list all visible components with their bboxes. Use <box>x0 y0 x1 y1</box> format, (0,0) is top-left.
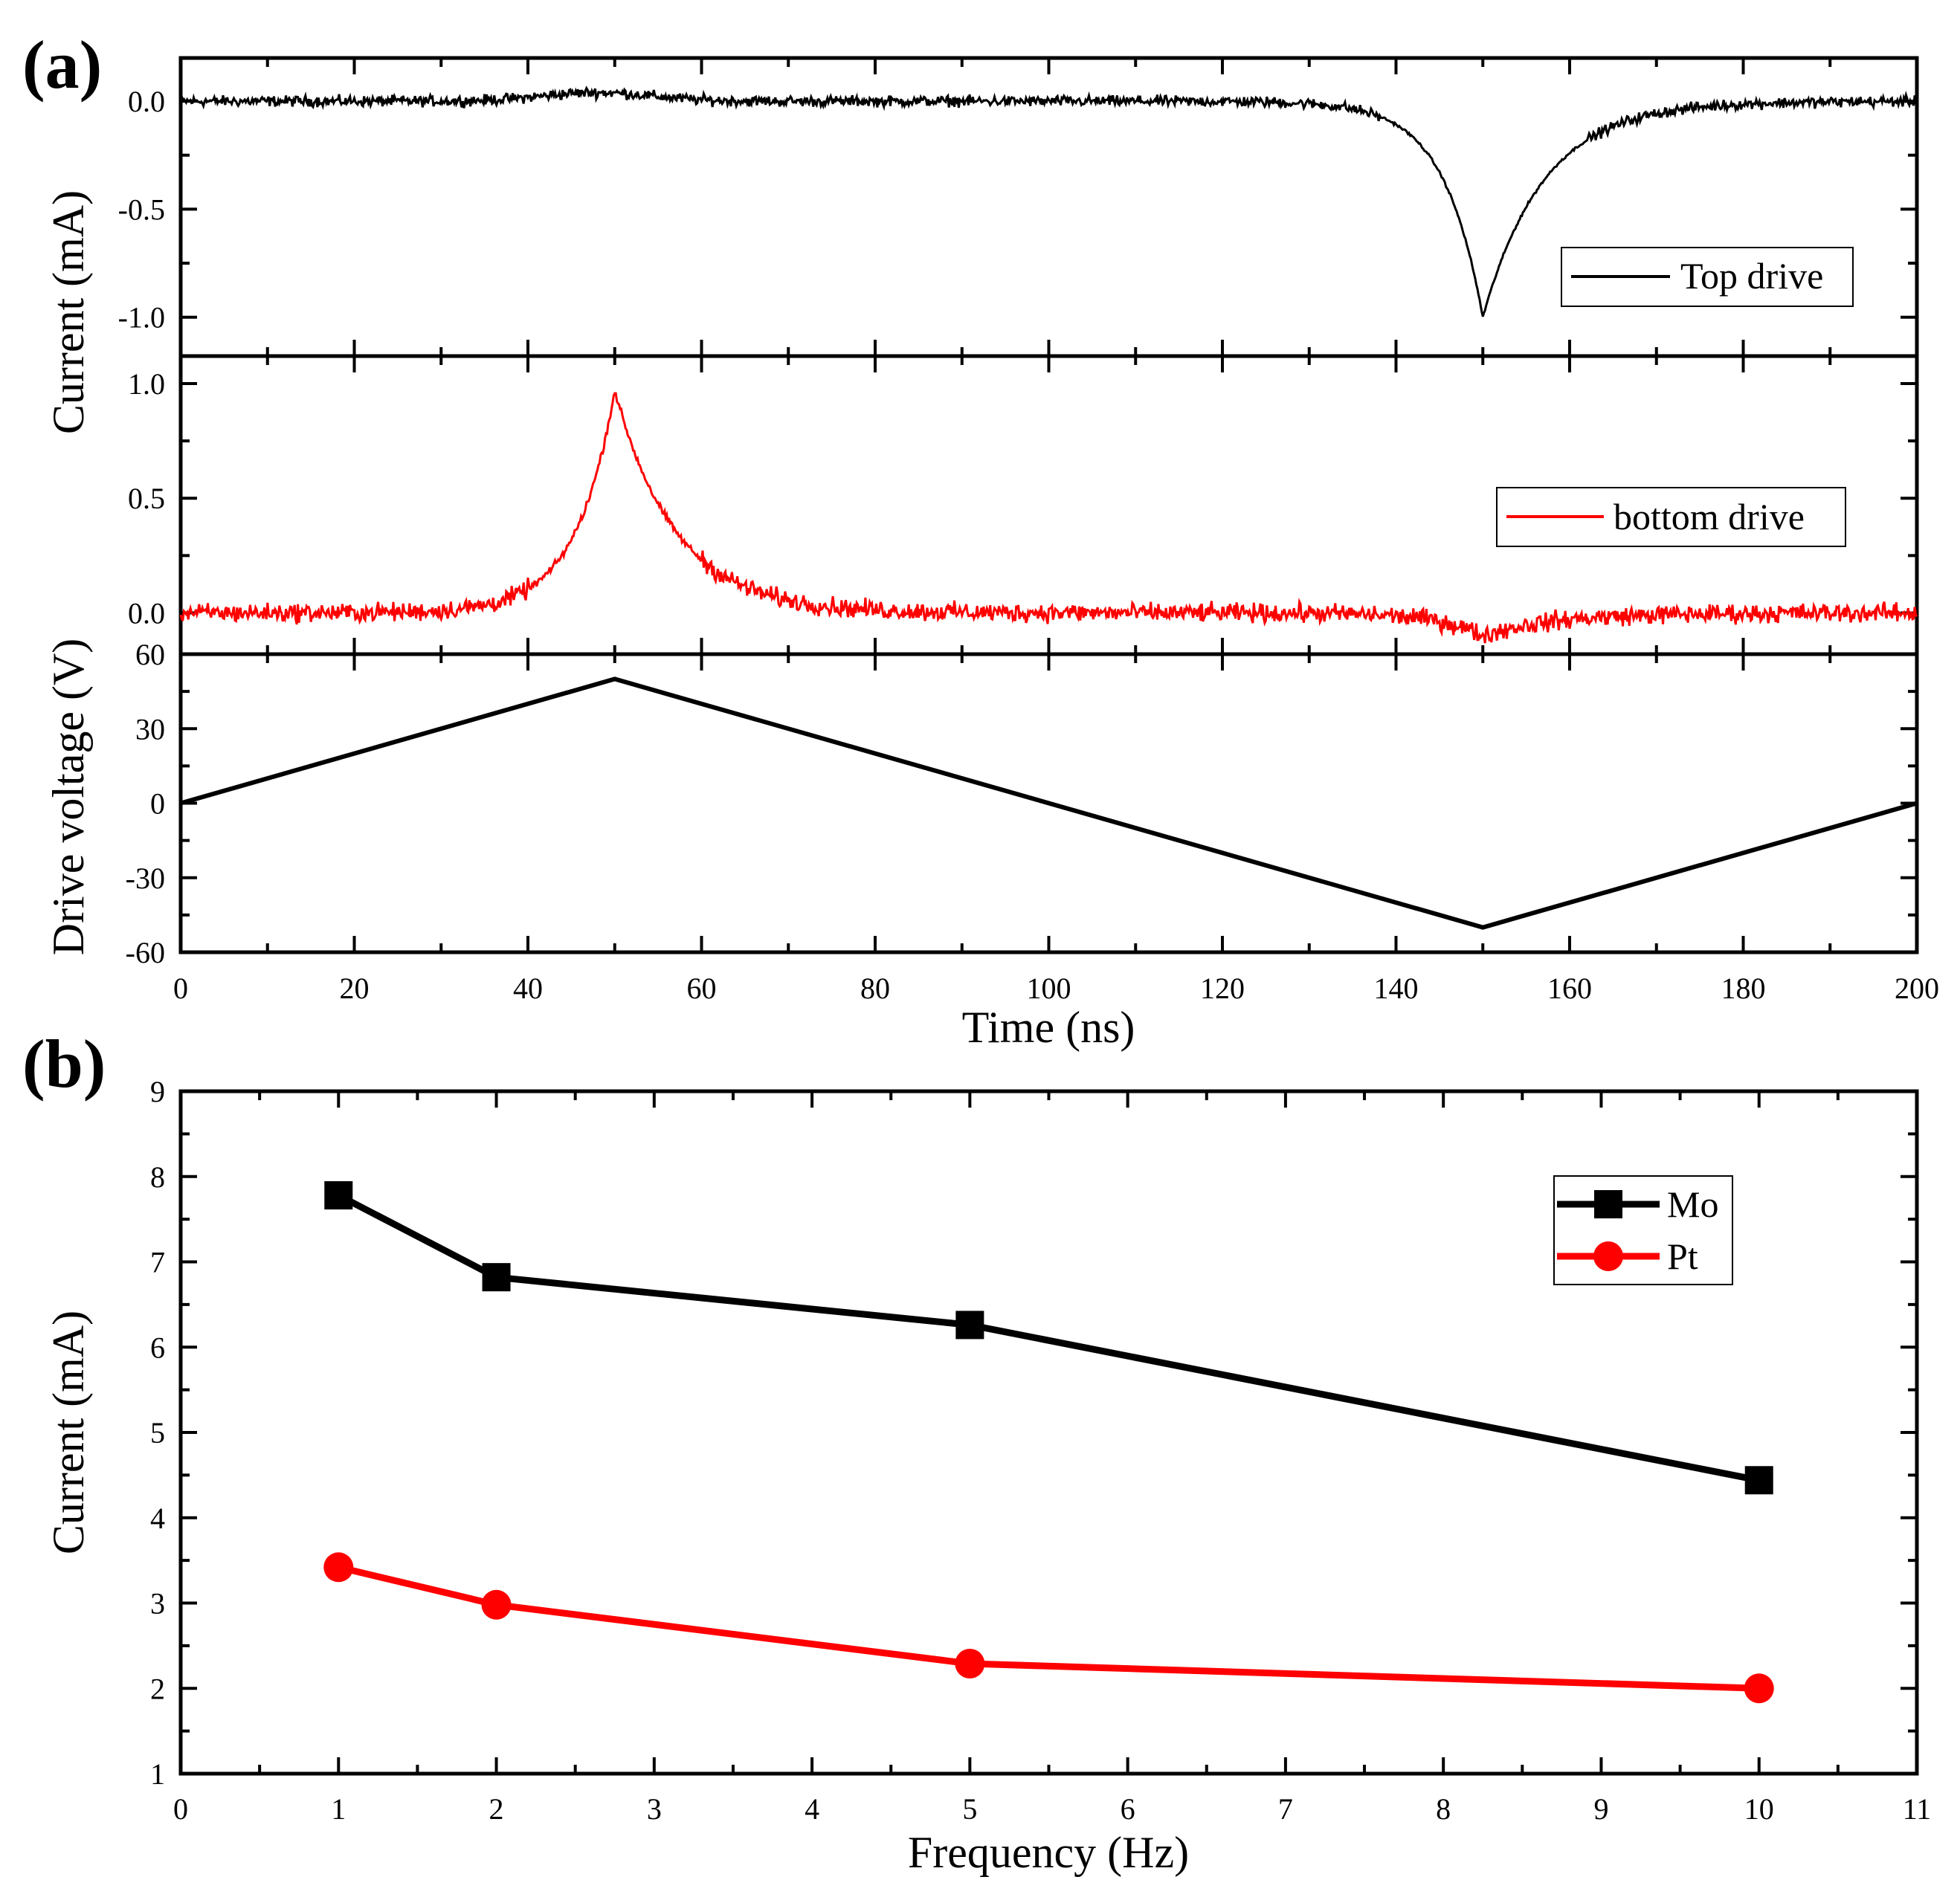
subplot-middle-ticks: 0.0 0.5 1.0 <box>128 356 1918 654</box>
panel-a-ylabel-voltage: Drive voltage (V) <box>44 639 93 956</box>
panel-a-x-axis: 0 20 40 60 80 100 120 140 160 180 200 <box>173 972 1939 1005</box>
legend-middle-label: bottom drive <box>1614 496 1805 537</box>
subplot-bottom: 60 30 0 -30 -60 <box>126 638 1919 969</box>
legend-middle: bottom drive <box>1496 487 1846 547</box>
x-tick-label: 5 <box>962 1792 977 1826</box>
subplot-top-ticks: 0.0 -0.5 -1.0 <box>118 58 1918 356</box>
subplot-bottom-series <box>180 676 1918 930</box>
legend-mo-marker <box>1594 1190 1622 1218</box>
subplot-top-series <box>179 85 1918 317</box>
y-tick-label: 2 <box>150 1672 165 1705</box>
x-tick-label: 4 <box>805 1792 819 1826</box>
legend-top: Top drive <box>1561 247 1854 307</box>
y-tick-label: 60 <box>135 638 165 671</box>
panel-a: (a) 0.0 -0.5 -1.0 Top drive 0.0 0.5 1.0 bott… <box>22 27 1939 1052</box>
series-pt-line <box>338 1563 1759 1692</box>
x-tick-label: 20 <box>340 972 370 1005</box>
x-tick-label: 200 <box>1895 972 1939 1005</box>
x-tick-label: 180 <box>1721 972 1766 1005</box>
y-tick-label: -60 <box>126 936 165 969</box>
y-tick-label: 6 <box>150 1331 165 1364</box>
panel-b-xlabel: Frequency (Hz) <box>908 1828 1189 1877</box>
legend-b: Mo Pt <box>1553 1175 1733 1285</box>
x-tick-label: 11 <box>1903 1792 1932 1826</box>
series-mo-marker <box>482 1263 511 1292</box>
x-tick-label: 140 <box>1374 972 1419 1005</box>
y-tick-label: 0.0 <box>128 85 165 118</box>
series-mo-marker <box>955 1311 984 1340</box>
subplot-middle: 0.0 0.5 1.0 bottom drive <box>128 354 1919 656</box>
series-pt-marker <box>1744 1673 1774 1704</box>
panel-b-ylabel: Current (mA) <box>44 1311 93 1554</box>
legend-b-box <box>1553 1175 1733 1285</box>
x-tick-label: 9 <box>1593 1792 1608 1826</box>
series-pt-marker <box>955 1648 985 1679</box>
legend-mo-label: Mo <box>1667 1183 1718 1225</box>
y-tick-label: 4 <box>150 1502 165 1535</box>
series-mo-marker <box>324 1180 353 1209</box>
y-tick-label: -0.5 <box>118 193 165 226</box>
panel-a-label: (a) <box>22 27 102 103</box>
subplot-middle-series <box>179 392 1918 644</box>
y-tick-label: 0.0 <box>128 596 165 630</box>
y-tick-label: 3 <box>150 1587 165 1621</box>
panel-a-xlabel: Time (ns) <box>962 1003 1135 1052</box>
x-tick-label: 40 <box>513 972 543 1005</box>
panel-b-label: (b) <box>22 1026 106 1102</box>
y-tick-label: 5 <box>150 1416 165 1450</box>
series-pt-marker <box>481 1589 512 1620</box>
x-tick-label: 160 <box>1547 972 1592 1005</box>
y-tick-label: 0.5 <box>128 482 165 515</box>
series-pt-marker <box>323 1552 354 1583</box>
x-tick-label: 100 <box>1027 972 1071 1005</box>
legend-pt-label: Pt <box>1667 1235 1698 1277</box>
x-tick-label: 0 <box>173 972 188 1005</box>
y-tick-label: -30 <box>126 862 165 895</box>
x-tick-label: 80 <box>860 972 890 1005</box>
y-tick-label: 1 <box>150 1757 165 1791</box>
subplot-bottom-ticks: 60 30 0 -30 -60 <box>126 638 1918 969</box>
x-tick-label: 0 <box>173 1792 188 1826</box>
y-tick-label: 1.0 <box>128 367 165 401</box>
y-tick-label: 0 <box>150 787 165 821</box>
y-tick-label: 9 <box>150 1075 165 1108</box>
panel-a-ylabel-current: Current (mA) <box>44 190 93 434</box>
x-tick-label: 8 <box>1436 1792 1451 1826</box>
series-bottom-drive-line <box>179 392 1918 644</box>
y-tick-label: -1.0 <box>118 301 165 335</box>
x-tick-label: 120 <box>1200 972 1245 1005</box>
x-tick-label: 3 <box>647 1792 662 1826</box>
y-tick-label: 8 <box>150 1160 165 1194</box>
x-tick-label: 10 <box>1744 1792 1774 1826</box>
series-top-drive-line <box>179 85 1918 317</box>
x-tick-label: 7 <box>1278 1792 1293 1826</box>
series-drive-voltage-line <box>180 676 1918 930</box>
panel-b-series <box>323 1180 1774 1704</box>
x-tick-label: 60 <box>687 972 717 1005</box>
y-tick-label: 30 <box>135 712 165 746</box>
x-tick-label: 1 <box>331 1792 346 1826</box>
subplot-top: 0.0 -0.5 -1.0 Top drive <box>118 56 1919 358</box>
series-mo-line <box>337 1192 1760 1484</box>
x-tick-label: 2 <box>489 1792 504 1826</box>
series-mo-marker <box>1744 1466 1773 1495</box>
legend-pt-marker <box>1593 1241 1623 1271</box>
x-tick-label: 6 <box>1121 1792 1135 1826</box>
legend-top-label: Top drive <box>1680 255 1823 297</box>
y-tick-label: 7 <box>150 1246 165 1279</box>
